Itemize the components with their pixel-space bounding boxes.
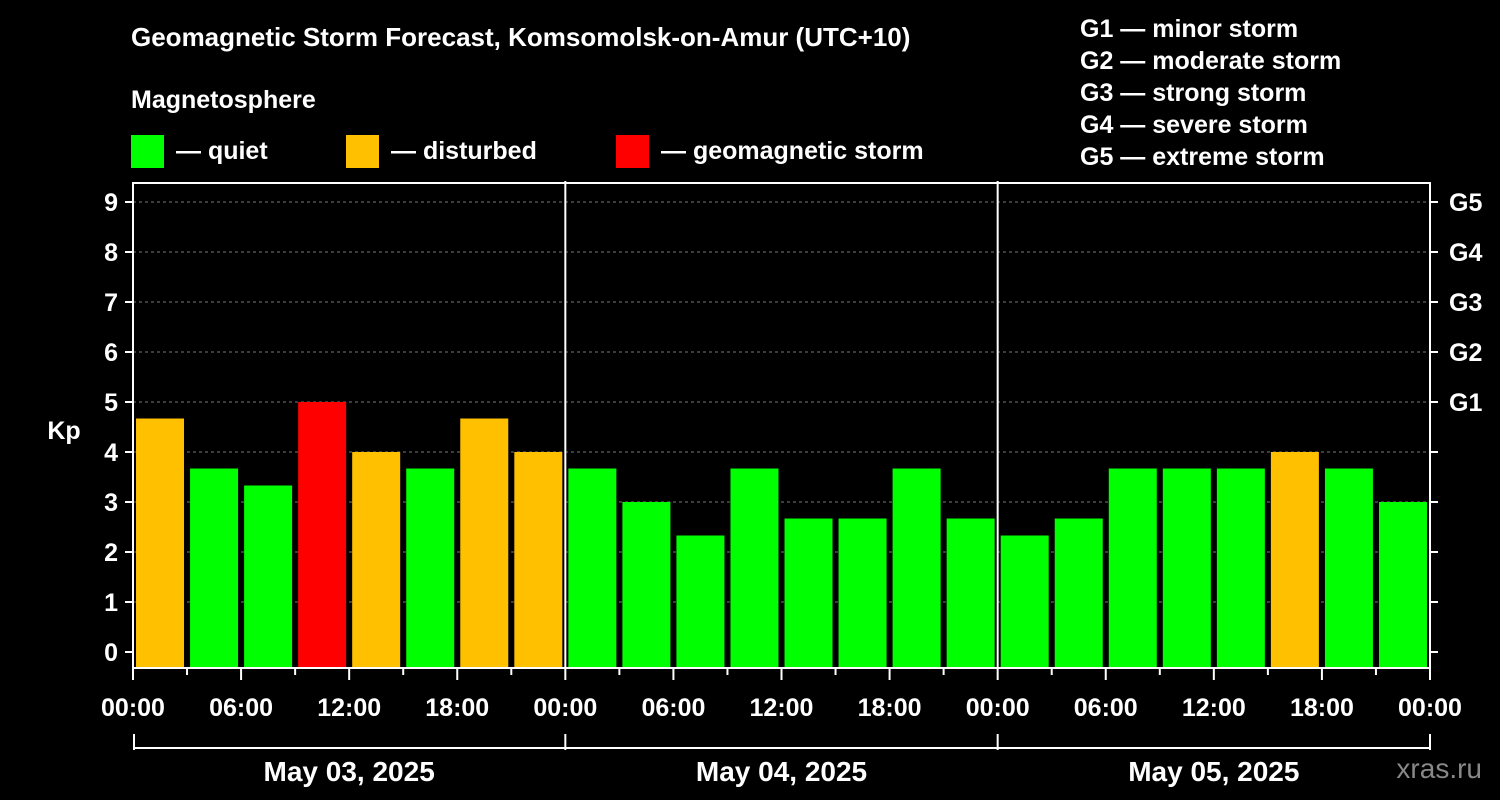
y-tick-label-8: 8 [104,239,118,267]
y-tick-label-0: 0 [104,639,118,667]
bar-9 [568,468,617,668]
y-tick-label-5: 5 [104,389,118,417]
legend-item-storm: — geomagnetic storm [616,134,924,168]
x-tick-label-7: 18:00 [858,694,922,722]
x-tick-label-3: 18:00 [425,694,489,722]
x-tick-label-6: 12:00 [750,694,814,722]
g-scale-item-g4: G4 — severe storm [1080,111,1308,139]
x-tick-label-12: 00:00 [1398,694,1462,722]
y-tick-label-9: 9 [104,189,118,217]
bar-15 [892,468,941,668]
legend-swatch-storm [616,134,649,168]
g-scale-item-g3: G3 — strong storm [1080,79,1307,107]
x-tick-label-0: 00:00 [101,694,165,722]
g-label-g2: G2 [1449,339,1482,367]
legend-heading: Magnetosphere [131,86,316,114]
legend-item-disturbed: — disturbed [346,134,537,168]
bar-16 [946,518,995,668]
bar-6 [406,468,455,668]
y-tick-label-7: 7 [104,289,118,317]
x-tick-label-9: 06:00 [1074,694,1138,722]
bar-10 [622,502,671,668]
bar-4 [298,402,347,668]
legend-swatch-disturbed [346,134,379,168]
legend-label-storm: — geomagnetic storm [661,136,924,165]
legend-label-disturbed: — disturbed [391,136,537,165]
bar-21 [1216,468,1265,668]
date-label-2: May 05, 2025 [1128,756,1299,787]
chart-title: Geomagnetic Storm Forecast, Komsomolsk-o… [131,22,911,52]
bar-23 [1324,468,1373,668]
bar-12 [730,468,779,668]
legend-item-quiet: — quiet [131,134,268,168]
bar-1 [136,418,185,668]
y-tick-label-1: 1 [104,589,118,617]
g-label-g4: G4 [1449,239,1482,267]
bar-5 [352,452,401,668]
y-tick-label-2: 2 [104,539,118,567]
date-label-0: May 03, 2025 [264,756,435,787]
g-scale-item-g1: G1 — minor storm [1080,15,1299,43]
x-tick-label-4: 00:00 [533,694,597,722]
x-tick-label-8: 00:00 [966,694,1030,722]
g-scale-item-g2: G2 — moderate storm [1080,47,1342,75]
g-label-g3: G3 [1449,289,1482,317]
g-label-g1: G1 [1449,389,1482,417]
bar-18 [1054,518,1103,668]
x-tick-label-10: 12:00 [1182,694,1246,722]
g-scale-legend: G1 — minor storm G2 — moderate storm G3 … [1080,13,1341,173]
x-tick-label-5: 06:00 [641,694,705,722]
x-tick-label-2: 12:00 [317,694,381,722]
y-tick-label-6: 6 [104,339,118,367]
bar-19 [1108,468,1157,668]
bar-13 [784,518,833,668]
bar-3 [244,485,293,668]
bar-22 [1270,452,1319,668]
bar-14 [838,518,887,668]
y-tick-label-4: 4 [104,439,118,467]
bar-11 [676,535,725,668]
y-axis-label: Kp [47,417,80,445]
bar-20 [1162,468,1211,668]
date-label-1: May 04, 2025 [696,756,867,787]
bar-8 [514,452,563,668]
bar-24 [1378,502,1427,668]
g-scale-item-g5: G5 — extreme storm [1080,143,1325,171]
y-tick-label-3: 3 [104,489,118,517]
x-tick-label-11: 18:00 [1290,694,1354,722]
bar-17 [1000,535,1049,668]
legend-swatch-quiet [131,134,164,168]
x-tick-label-1: 06:00 [209,694,273,722]
legend-label-quiet: — quiet [176,136,268,165]
watermark: xras.ru [1396,753,1482,784]
bar-7 [460,418,509,668]
bar-2 [190,468,239,668]
g-label-g5: G5 [1449,189,1482,217]
